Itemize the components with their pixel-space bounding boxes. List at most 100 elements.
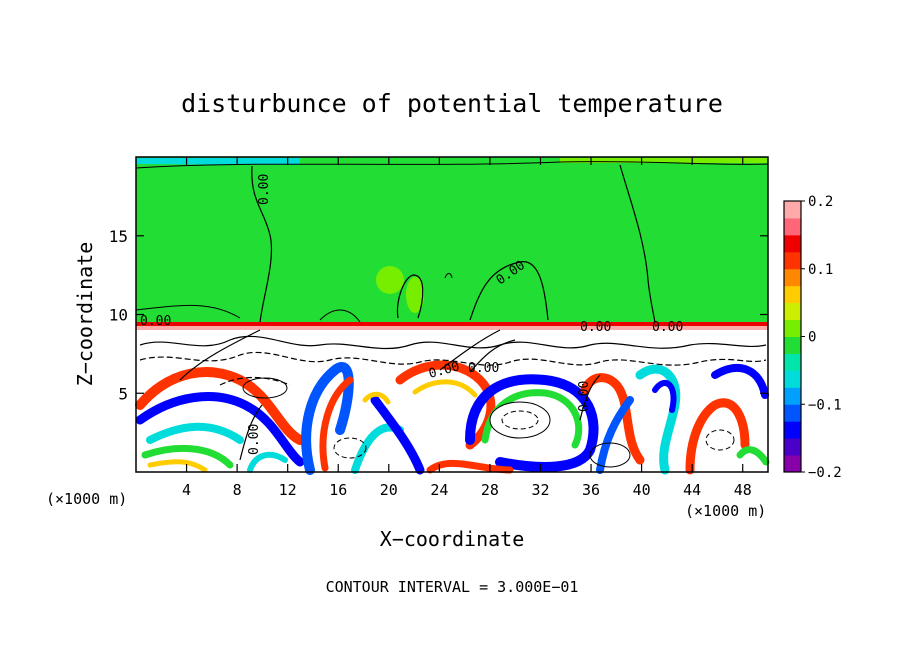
upper-patch <box>406 277 424 313</box>
colorbar-swatch <box>784 319 801 337</box>
colorbar-swatch <box>784 421 801 439</box>
colorbar-swatch <box>784 251 801 270</box>
contour-line <box>396 274 424 319</box>
filament-blue <box>465 374 599 472</box>
contour-line <box>219 376 291 386</box>
interface-band <box>136 326 768 330</box>
x-unit-left: (×1000 m) <box>46 490 127 508</box>
x-tick-label: 20 <box>380 481 398 499</box>
contour-line <box>139 335 767 350</box>
colorbar-swatch <box>784 370 801 388</box>
colorbar-swatch <box>784 285 801 304</box>
turbulence-filaments <box>135 360 770 475</box>
contour-label: 0.00 <box>652 320 683 335</box>
colorbar-swatch <box>784 387 801 405</box>
contour-line <box>139 351 767 366</box>
interface-band <box>136 322 768 326</box>
contour-label: 0.00 <box>468 361 499 376</box>
colorbar-swatch <box>784 201 801 219</box>
colorbar-swatch <box>784 302 801 321</box>
x-tick-label: 28 <box>481 481 499 499</box>
contour-line <box>135 161 769 169</box>
filament-yellow <box>412 379 478 398</box>
contour-line <box>319 309 361 323</box>
x-tick-label: 8 <box>233 481 242 499</box>
upper-patch <box>376 266 404 294</box>
filament-blue <box>652 380 677 413</box>
filament-red <box>685 398 750 475</box>
filament-blue <box>370 395 425 475</box>
upper-patch <box>136 158 300 165</box>
plot-area: 0.00 0.00 0.00 0.00 0.00 0.00 0.00 0.00 … <box>135 156 770 475</box>
contour-line <box>439 329 501 371</box>
filament-yellow <box>147 459 208 473</box>
colorbar-tick-label: −0.1 <box>808 397 842 413</box>
eddy <box>333 437 367 459</box>
colorbar-swatch <box>784 438 801 456</box>
filament-cyan <box>247 451 288 473</box>
colorbar-swatch <box>784 268 801 287</box>
x-tick-label: 16 <box>329 481 347 499</box>
chart-title: disturbunce of potential temperature <box>181 89 723 118</box>
filament-blue <box>301 362 354 475</box>
x-tick-label: 36 <box>582 481 600 499</box>
filament-red <box>426 459 514 474</box>
colorbar-swatch <box>784 217 801 236</box>
eddy <box>489 401 551 439</box>
filament-green <box>736 446 770 466</box>
contour-line <box>469 339 516 373</box>
contour-label: 0.00 <box>140 314 171 329</box>
y-tick-label: 5 <box>118 384 128 403</box>
filament-blue <box>711 363 769 399</box>
x-tick-label: 4 <box>182 481 191 499</box>
contour-line <box>239 404 263 461</box>
colorbar-tick-label: 0 <box>808 330 816 346</box>
colorbar-tick-label: −0.2 <box>808 465 842 481</box>
eddy <box>589 442 631 468</box>
contour-label: 0.00 <box>580 320 611 335</box>
x-tick-label: 48 <box>734 481 752 499</box>
contour-line <box>444 273 453 279</box>
eddy <box>501 410 539 430</box>
colorbar-tick-label: 0.2 <box>808 194 833 210</box>
contour-label: 0.00 <box>247 424 262 455</box>
contour-line <box>469 261 549 321</box>
x-tick-label: 12 <box>279 481 297 499</box>
upper-field <box>136 157 768 324</box>
colorbar-swatch <box>784 455 801 473</box>
y-axis: 5 10 15 <box>109 227 768 403</box>
colorbar-swatch <box>784 353 801 371</box>
contour-interval: CONTOUR INTERVAL = 3.000E−01 <box>326 578 579 596</box>
x-axis-label: X−coordinate <box>380 527 525 551</box>
x-tick-label: 40 <box>633 481 651 499</box>
colorbar-swatch <box>784 234 801 253</box>
x-unit-right: (×1000 m) <box>685 502 766 520</box>
x-axis: 4 8 12 16 20 24 28 32 36 40 44 48 <box>182 157 752 499</box>
contour-line <box>619 164 656 324</box>
y-tick-label: 15 <box>109 227 128 246</box>
eddy <box>705 429 735 451</box>
contour-line <box>179 329 261 381</box>
filament-blue <box>596 396 634 474</box>
filament-green <box>141 444 234 469</box>
x-tick-label: 24 <box>430 481 448 499</box>
colorbar-tick-label: 0.1 <box>808 262 833 278</box>
y-axis-label: Z−coordinate <box>73 242 97 387</box>
filament-cyan <box>146 422 244 444</box>
contour-line <box>135 304 241 319</box>
contour-line <box>251 165 273 324</box>
y-tick-label: 10 <box>109 306 128 325</box>
x-tick-label: 32 <box>531 481 549 499</box>
filament-red <box>580 373 645 465</box>
filament-red <box>135 367 305 445</box>
colorbar-swatch <box>784 336 801 354</box>
filament-red <box>319 376 354 472</box>
interface-contours <box>139 329 767 461</box>
filament-blue <box>135 392 305 467</box>
contour-line <box>579 374 601 421</box>
colorbar: 0.2 0.1 0 −0.1 −0.2 <box>783 194 842 481</box>
filament-yellow <box>362 391 391 405</box>
contour-label: 0.00 <box>577 381 592 412</box>
colorbar-swatch <box>784 404 801 422</box>
